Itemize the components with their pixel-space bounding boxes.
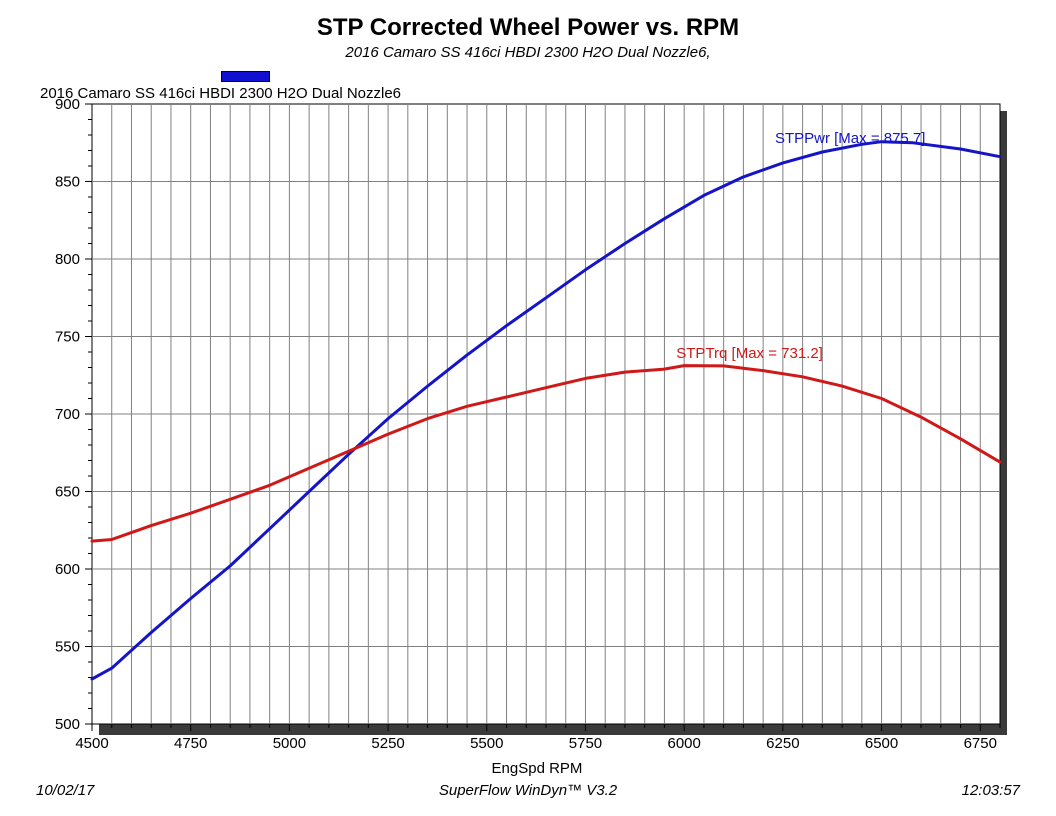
- x-tick-label: 5500: [470, 735, 503, 752]
- grid: [92, 104, 1000, 724]
- footer-time: 12:03:57: [961, 782, 1020, 799]
- x-tick-label: 6000: [667, 735, 700, 752]
- y-tick-label: 800: [55, 251, 80, 268]
- y-tick-label: 600: [55, 561, 80, 578]
- x-tick-label: 6500: [865, 735, 898, 752]
- x-tick-label: 5750: [569, 735, 602, 752]
- axis-ticks: 500 550 600 650 700 750 800 850 900 4500 4750 5000 5…: [55, 96, 1001, 752]
- y-tick-label: 500: [55, 716, 80, 733]
- y-tick-label: 650: [55, 484, 80, 501]
- legend-swatch: [221, 71, 270, 82]
- x-tick-label: 4500: [75, 735, 108, 752]
- series-lines: [90, 140, 1002, 681]
- series-labels: STPPwr [Max = 875.7] STPTrq [Max = 731.2]: [676, 130, 925, 362]
- chart-title: STP Corrected Wheel Power vs. RPM: [316, 14, 740, 41]
- series-line-stppwr: [90, 140, 1002, 681]
- series-label-stptrq: STPTrq [Max = 731.2]: [676, 345, 823, 362]
- x-tick-label: 5250: [371, 735, 404, 752]
- y-tick-label: 700: [55, 406, 80, 423]
- y-tick-label: 750: [55, 329, 80, 346]
- x-axis-label: EngSpd RPM: [492, 760, 583, 777]
- y-tick-label: 850: [55, 174, 80, 191]
- x-tick-label: 5000: [273, 735, 306, 752]
- y-tick-label: 900: [55, 96, 80, 113]
- footer-date: 10/02/17: [36, 782, 95, 799]
- x-tick-label: 6750: [964, 735, 997, 752]
- series-label-stppwr: STPPwr [Max = 875.7]: [775, 130, 925, 147]
- series-line-stptrq: [90, 364, 1002, 543]
- x-tick-label: 4750: [174, 735, 207, 752]
- x-tick-label: 6250: [766, 735, 799, 752]
- chart-subtitle: 2016 Camaro SS 416ci HBDI 2300 H2O Dual …: [345, 44, 711, 61]
- y-tick-label: 550: [55, 639, 80, 656]
- legend-label: 2016 Camaro SS 416ci HBDI 2300 H2O Dual …: [40, 85, 402, 102]
- footer-software: SuperFlow WinDyn™ V3.2: [438, 782, 618, 799]
